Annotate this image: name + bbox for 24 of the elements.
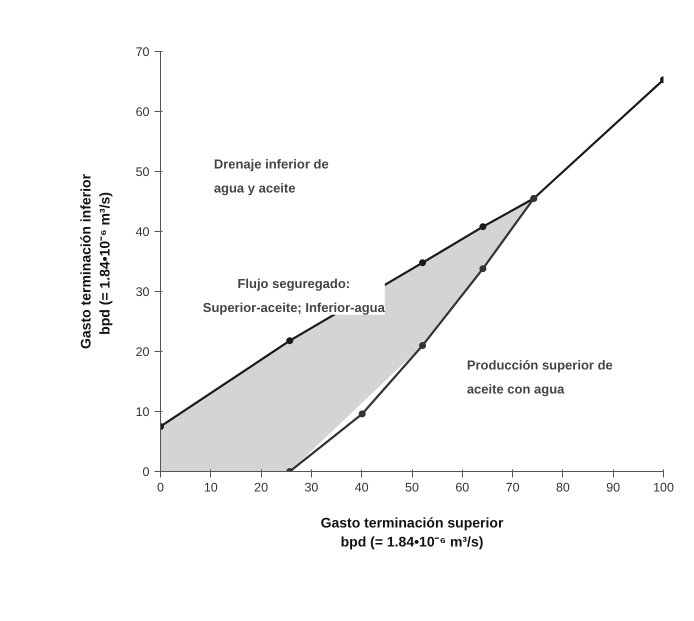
x-tick-label: 90 — [606, 480, 620, 494]
y-tick-label: 50 — [136, 165, 150, 179]
y-tick-label: 20 — [136, 345, 150, 359]
x-tick-label: 20 — [254, 480, 268, 494]
x-tick-label: 30 — [304, 480, 318, 494]
x-tick-label: 70 — [506, 480, 520, 494]
annotation: Flujo seguregado: Superior-aceite; Inferior-agua — [202, 276, 386, 315]
y-tick-label: 30 — [136, 285, 150, 299]
x-tick-label: 0 — [157, 480, 164, 494]
x-tick-label: 10 — [204, 480, 218, 494]
y-tick-label: 10 — [136, 405, 150, 419]
y-tick-label: 40 — [136, 225, 150, 239]
annotation: Producción superior de aceite con agua — [466, 357, 613, 396]
x-tick-label: 40 — [354, 480, 369, 494]
y-tick-label: 0 — [142, 465, 150, 479]
y-tick-label: 70 — [136, 45, 150, 59]
x-tick-label: 50 — [405, 480, 419, 494]
x-tick-label: 60 — [455, 480, 470, 494]
y-axis-title: Gasto terminación inferior bpd (= 1.84•10⁻⁶ m³/s) — [77, 173, 113, 350]
annotation: Drenaje inferior de agua y aceite — [214, 156, 329, 196]
x-tick-label: 100 — [653, 480, 674, 494]
x-tick-label: 80 — [556, 480, 570, 494]
y-tick-label: 60 — [136, 105, 150, 119]
x-axis-title: Gasto terminación superior bpd (= 1.84•10⁻⁶ m³/s) — [320, 514, 504, 550]
